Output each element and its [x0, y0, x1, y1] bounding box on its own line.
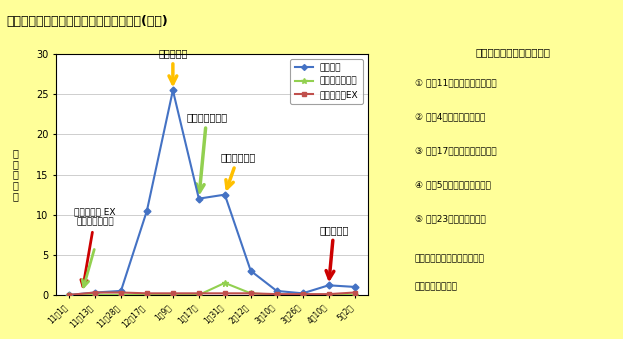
- スパイデックス: [325, 293, 333, 297]
- スパイデックス: [273, 293, 280, 297]
- Line: スパイデックス: スパイデックス: [65, 279, 358, 298]
- Text: ハダニの化学農薬防除経過: ハダニの化学農薬防除経過: [475, 47, 550, 58]
- Text: リセット防除）: リセット防除）: [415, 282, 458, 292]
- スパイカルEX: [221, 291, 229, 295]
- スパイデックス: [143, 293, 151, 297]
- Text: 頭
／
１
０
葉: 頭 ／ １ ０ 葉: [12, 148, 19, 201]
- ハダニ類: [91, 291, 98, 295]
- Text: ⑤ ４月23日　アーデント: ⑤ ４月23日 アーデント: [415, 215, 485, 223]
- ハダニ類: [351, 285, 358, 289]
- スパイデックス: [221, 281, 229, 285]
- ハダニ類: [143, 208, 151, 213]
- ハダニ類: [169, 88, 177, 93]
- スパイカルEX: [91, 291, 98, 295]
- Text: アーデント: アーデント: [319, 225, 348, 279]
- Legend: ハダニ類, スパイデックス, スパイカルEX: ハダニ類, スパイデックス, スパイカルEX: [290, 59, 363, 104]
- ハダニ類: [299, 291, 307, 295]
- ハダニ類: [247, 269, 254, 273]
- スパイデックス: [247, 291, 254, 295]
- Line: スパイカルEX: スパイカルEX: [67, 290, 357, 297]
- スパイカルEX: [169, 291, 177, 295]
- Text: （アザミウマ防除を主体とし: （アザミウマ防除を主体とし: [415, 254, 485, 263]
- Text: ① ９月11日　アファーム散布: ① ９月11日 アファーム散布: [415, 79, 497, 87]
- Text: ② １月4日　　カネマイト: ② １月4日 カネマイト: [415, 113, 485, 122]
- スパイデックス: [117, 293, 125, 297]
- Text: スパイデックス: スパイデックス: [186, 113, 227, 192]
- スパイカルEX: [299, 292, 307, 296]
- スパイカルEX: [351, 291, 358, 295]
- ハダニ類: [65, 293, 73, 297]
- ハダニ類: [117, 289, 125, 293]
- スパイカルEX: [273, 292, 280, 296]
- スパイカルEX: [325, 292, 333, 296]
- Text: ③ １月17日　スパイデックス: ③ １月17日 スパイデックス: [415, 146, 497, 156]
- Text: ④ ２月5日　　スターマイト: ④ ２月5日 スターマイト: [415, 180, 490, 190]
- スパイカルEX: [247, 291, 254, 295]
- スパイデックス: [351, 293, 358, 297]
- スパイデックス: [65, 293, 73, 297]
- Text: カネマイト: カネマイト: [158, 48, 188, 84]
- スパイデックス: [91, 293, 98, 297]
- スパイカルEX: [195, 291, 202, 295]
- スパイデックス: [195, 293, 202, 297]
- スパイカルEX: [143, 291, 151, 295]
- Text: スターマイト: スターマイト: [220, 153, 255, 188]
- Text: スパイカル EX
スパイデックス: スパイカル EX スパイデックス: [74, 207, 116, 287]
- Line: ハダニ類: ハダニ類: [67, 88, 357, 297]
- スパイカルEX: [65, 293, 73, 297]
- スパイデックス: [169, 293, 177, 297]
- ハダニ類: [273, 289, 280, 293]
- スパイデックス: [299, 293, 307, 297]
- ハダニ類: [195, 197, 202, 201]
- スパイカルEX: [117, 291, 125, 295]
- ハダニ類: [221, 193, 229, 197]
- Text: イチゴでの実証調査結果のまとめと提供(事例): イチゴでの実証調査結果のまとめと提供(事例): [6, 15, 168, 28]
- ハダニ類: [325, 283, 333, 287]
